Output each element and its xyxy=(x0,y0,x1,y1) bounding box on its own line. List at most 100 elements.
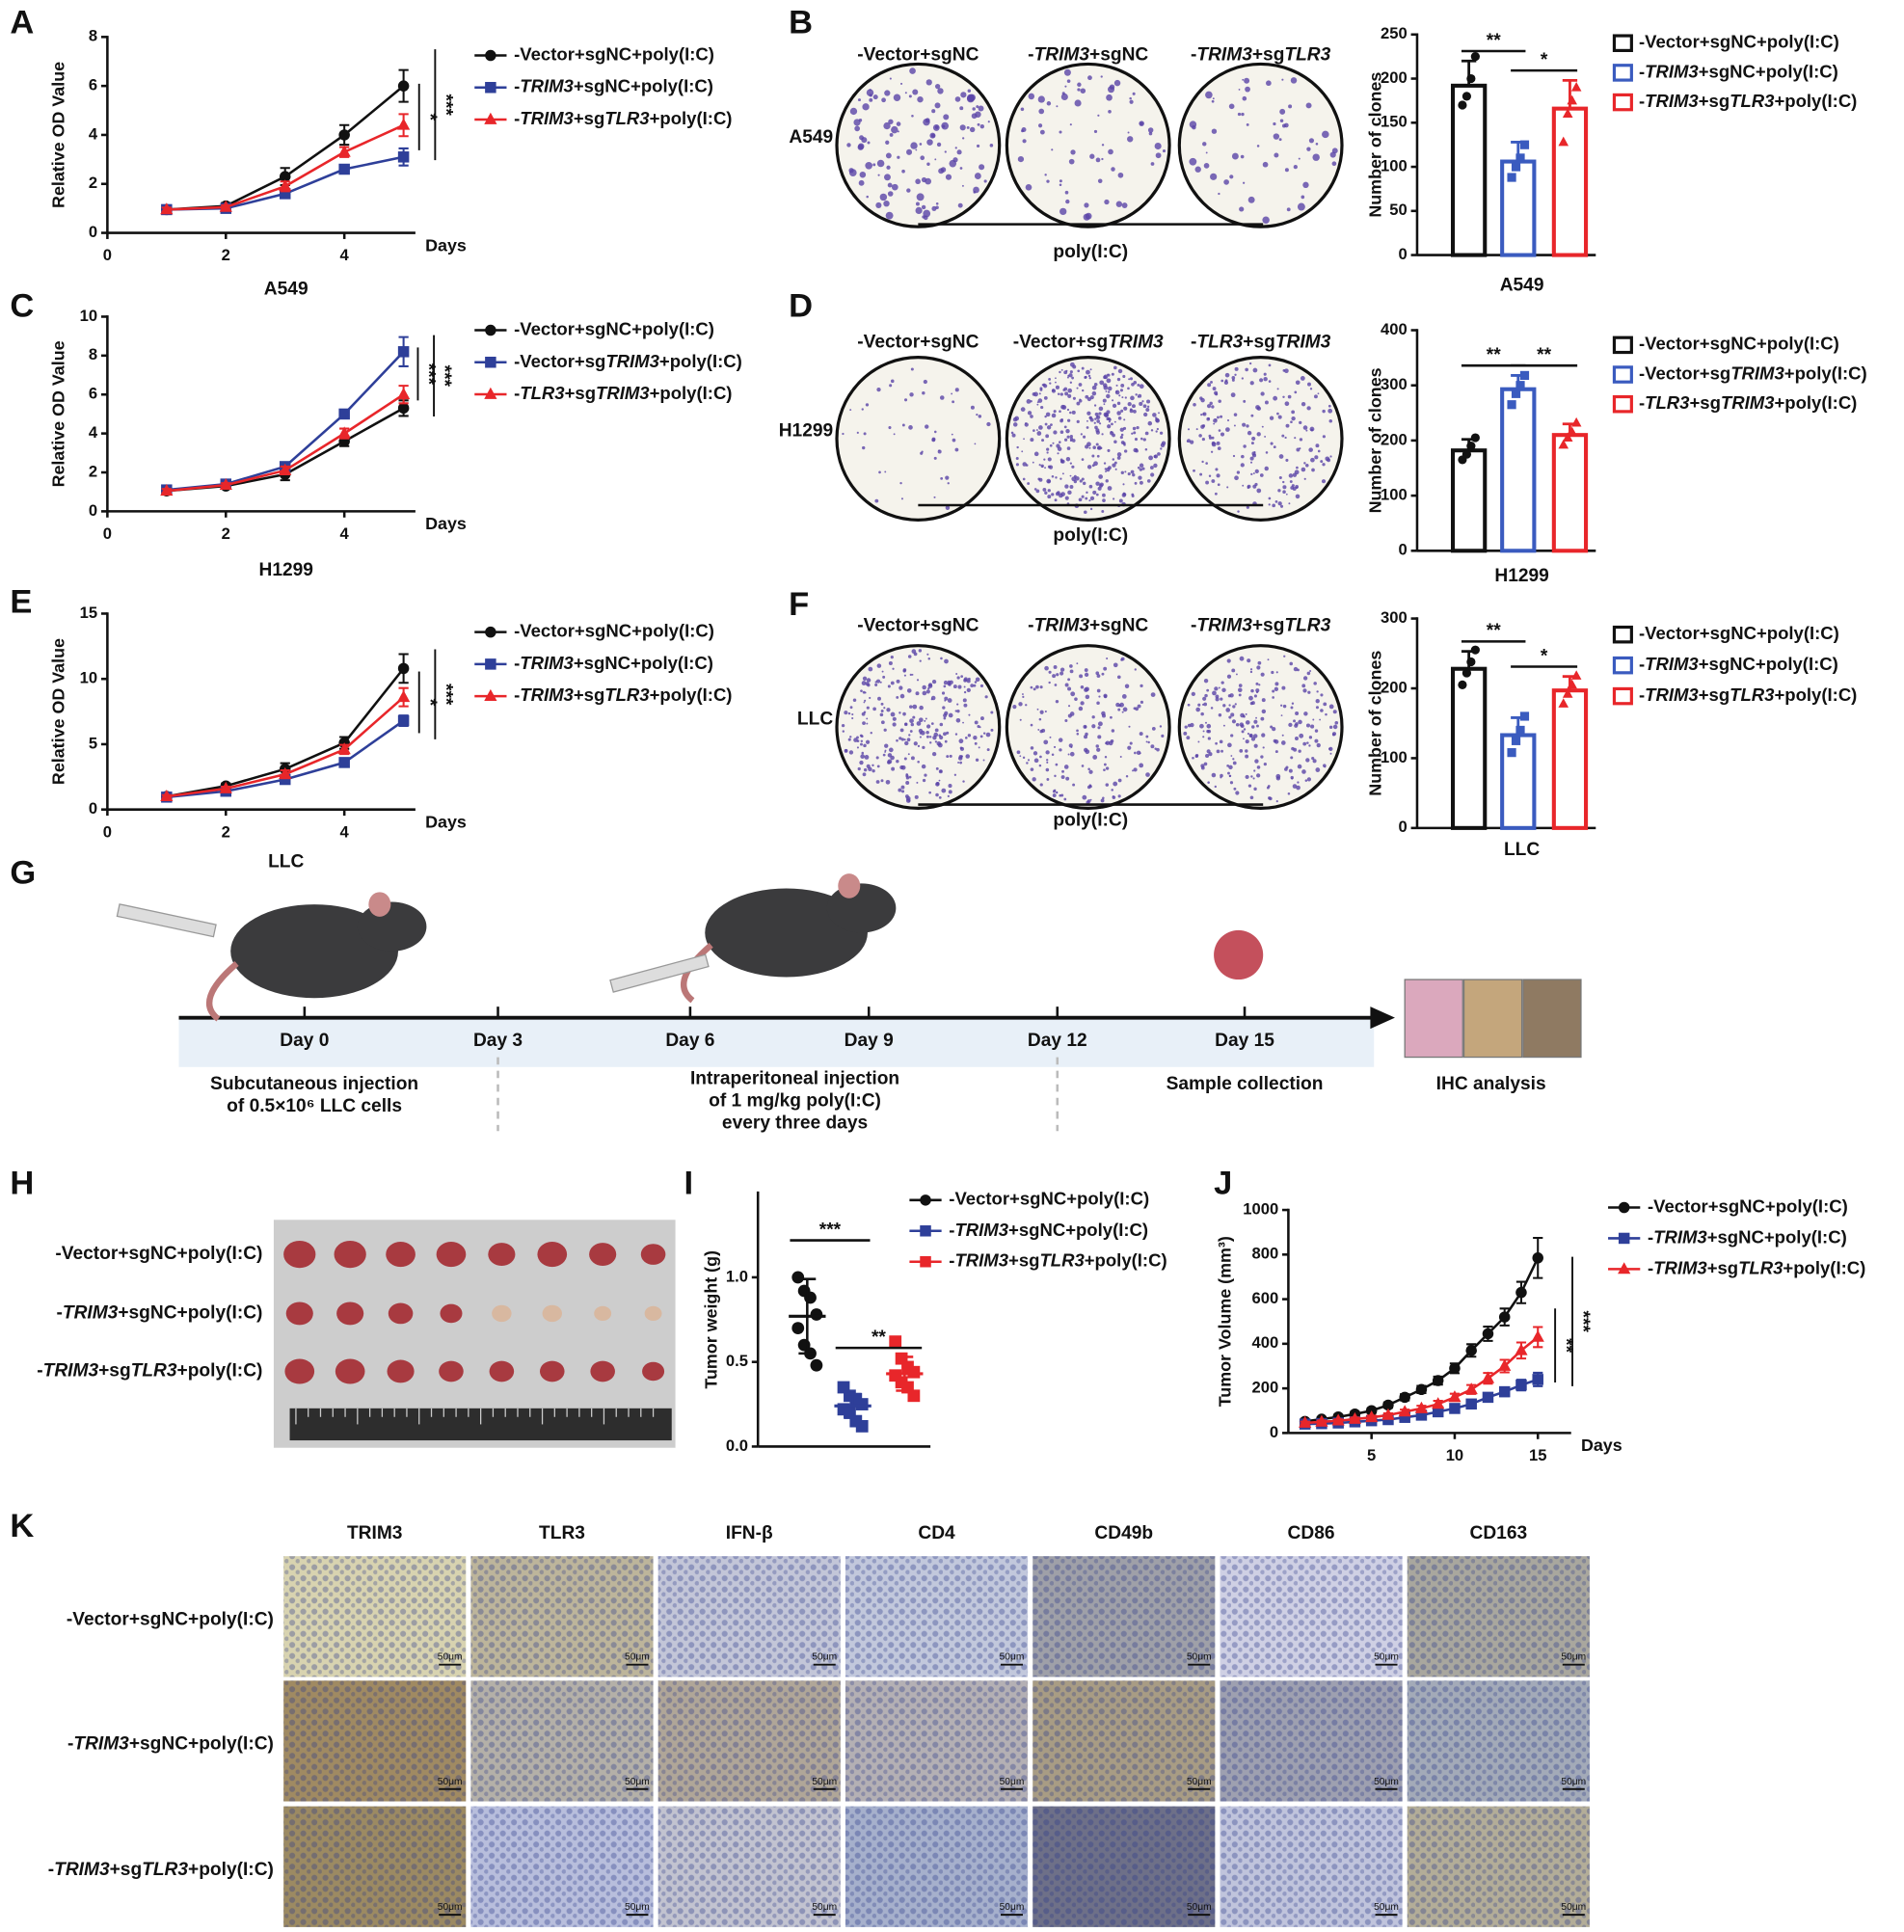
colony xyxy=(1043,458,1046,461)
colony xyxy=(1027,482,1031,485)
colony xyxy=(1272,726,1276,732)
scale-bar-label: 50μm xyxy=(1561,1777,1586,1787)
colony xyxy=(888,119,894,124)
colony xyxy=(915,178,921,185)
colony xyxy=(904,722,908,726)
colony xyxy=(859,760,864,765)
tumor xyxy=(539,1360,565,1382)
colony xyxy=(1103,763,1107,766)
colony xyxy=(934,158,937,161)
colony xyxy=(1334,720,1339,725)
colony xyxy=(1250,472,1253,476)
colony xyxy=(1215,694,1220,699)
colony xyxy=(1051,148,1054,151)
colony xyxy=(1071,376,1075,380)
colony xyxy=(1011,433,1016,438)
ihc-texture xyxy=(1032,1806,1216,1927)
colony xyxy=(1315,706,1320,710)
colony xyxy=(1211,405,1215,409)
colony xyxy=(1301,401,1306,407)
colony xyxy=(903,757,907,761)
x-tick-label: 5 xyxy=(1367,1446,1376,1464)
colony xyxy=(990,711,994,714)
colony xyxy=(1063,797,1067,801)
colony xyxy=(900,785,905,790)
x-axis-label: H1299 xyxy=(1494,566,1548,586)
colony xyxy=(984,695,988,699)
colony xyxy=(859,135,864,141)
colony xyxy=(978,746,980,749)
mouse-tail xyxy=(681,942,713,1004)
colony xyxy=(888,661,893,666)
colony xyxy=(1080,684,1085,689)
colony xyxy=(1288,502,1291,505)
data-point xyxy=(279,188,291,200)
colony xyxy=(1039,710,1044,714)
colony xyxy=(1101,144,1105,147)
colony xyxy=(903,398,908,402)
colony xyxy=(1136,426,1140,430)
colony xyxy=(1063,438,1068,442)
colony xyxy=(1088,769,1093,774)
colony xyxy=(1215,418,1218,421)
legend-marker xyxy=(485,626,496,638)
colony xyxy=(979,684,984,688)
colony xyxy=(1245,367,1248,372)
colony xyxy=(1145,408,1150,413)
colony xyxy=(1283,122,1289,128)
colony xyxy=(939,735,944,740)
panel-label: H xyxy=(10,1166,34,1202)
day-label: Day 3 xyxy=(473,1031,523,1051)
colony xyxy=(1226,764,1230,767)
legend-marker xyxy=(485,81,496,94)
colony xyxy=(1214,492,1218,496)
x-axis-label: LLC xyxy=(1504,840,1540,860)
colony xyxy=(1232,761,1237,765)
colony-plate xyxy=(1177,62,1344,228)
colony xyxy=(1282,704,1287,709)
colony xyxy=(1083,724,1087,729)
colony xyxy=(1125,775,1129,778)
colony xyxy=(1234,373,1237,376)
colony xyxy=(1235,722,1240,727)
step-label: IHC analysis xyxy=(1436,1074,1546,1094)
colony xyxy=(1100,798,1105,803)
colony xyxy=(876,765,880,768)
colony xyxy=(1250,688,1254,693)
colony xyxy=(1281,734,1284,737)
colony xyxy=(1134,438,1139,442)
colony xyxy=(1059,441,1061,443)
x-tick-label: 15 xyxy=(1529,1446,1546,1464)
bar xyxy=(1450,666,1488,830)
colony xyxy=(1116,452,1122,457)
colony xyxy=(1133,409,1137,414)
legend-label: -TLR3+sgTRIM3+poly(I:C) xyxy=(1639,392,1857,413)
colony xyxy=(967,89,972,93)
syringe xyxy=(116,903,217,938)
colony xyxy=(1044,491,1048,495)
colony xyxy=(1246,505,1249,509)
legend-label: -TRIM3+sgTLR3+poly(I:C) xyxy=(1639,91,1857,111)
colony xyxy=(1274,686,1279,691)
colony xyxy=(908,94,912,98)
colony xyxy=(1086,465,1092,470)
colony xyxy=(1288,768,1293,773)
colony xyxy=(1211,99,1215,103)
colony xyxy=(1281,434,1285,438)
colony xyxy=(862,103,870,111)
colony xyxy=(1059,430,1064,434)
colony xyxy=(1201,437,1205,442)
colony xyxy=(1202,736,1205,738)
colony xyxy=(1287,792,1291,795)
data-point xyxy=(1470,52,1480,62)
colony xyxy=(1285,423,1290,428)
mouse-ear xyxy=(838,873,861,899)
colony xyxy=(1205,753,1210,759)
tumor xyxy=(440,1303,463,1324)
colony xyxy=(1225,708,1231,712)
colony xyxy=(1053,410,1057,414)
colony xyxy=(1220,749,1223,753)
data-point xyxy=(1470,433,1480,443)
colony xyxy=(1226,418,1230,422)
step-label: Subcutaneous injection xyxy=(210,1074,418,1094)
